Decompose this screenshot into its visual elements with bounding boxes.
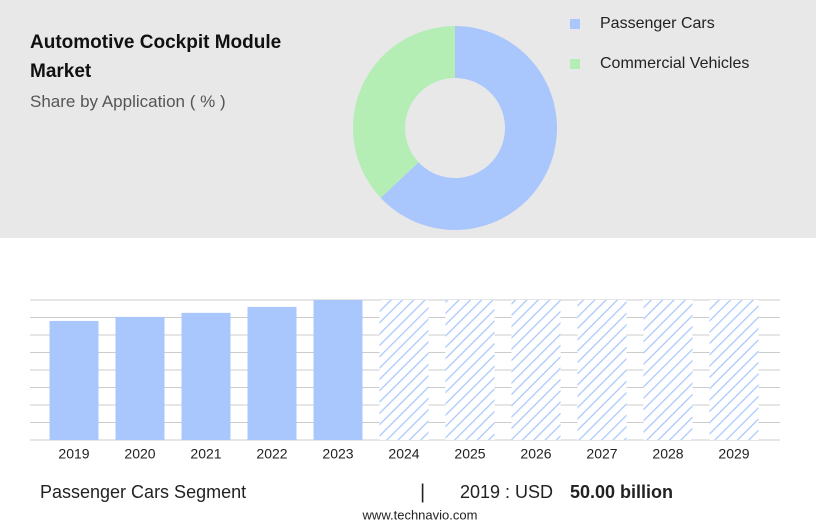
x-tick-label: 2028	[652, 446, 683, 462]
forecast-placeholder	[445, 300, 495, 440]
bar	[181, 312, 231, 440]
bar	[49, 320, 99, 440]
legend-swatch	[570, 59, 580, 69]
x-tick-label: 2024	[388, 446, 419, 462]
footer-year: 2019 : USD	[460, 482, 553, 502]
forecast-placeholder	[577, 300, 627, 440]
x-tick-label: 2021	[190, 446, 221, 462]
x-tick-label: 2023	[322, 446, 353, 462]
bar	[115, 316, 165, 440]
footer-value: 50.00 billion	[570, 482, 673, 502]
legend-swatch	[570, 19, 580, 29]
x-tick-label: 2020	[124, 446, 155, 462]
legend-label: Passenger Cars	[600, 15, 715, 32]
legend-label: Commercial Vehicles	[600, 55, 749, 72]
bar	[247, 306, 297, 440]
x-tick-label: 2019	[58, 446, 89, 462]
donut-slice	[353, 26, 455, 198]
forecast-placeholder	[379, 300, 429, 440]
x-tick-label: 2029	[718, 446, 749, 462]
donut-slice	[380, 26, 557, 230]
footer-segment: Passenger Cars Segment	[40, 482, 246, 502]
x-tick-label: 2026	[520, 446, 551, 462]
footer-source: www.technavio.com	[362, 507, 478, 522]
forecast-placeholder	[709, 300, 759, 440]
x-tick-label: 2022	[256, 446, 287, 462]
x-tick-label: 2025	[454, 446, 485, 462]
forecast-placeholder	[643, 300, 693, 440]
forecast-placeholder	[511, 300, 561, 440]
x-tick-label: 2027	[586, 446, 617, 462]
chart-title: Automotive Cockpit Module Market	[30, 32, 282, 82]
footer-separator: |	[420, 481, 425, 503]
chart-subtitle: Share by Application ( % )	[30, 92, 226, 111]
bar	[313, 300, 363, 440]
